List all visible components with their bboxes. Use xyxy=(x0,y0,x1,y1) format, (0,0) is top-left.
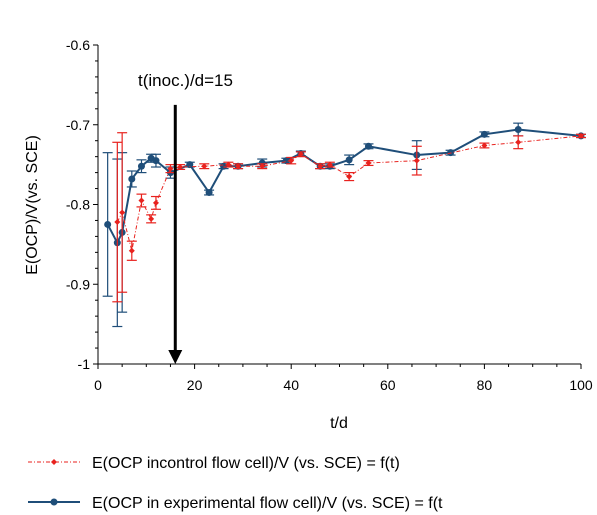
data-point xyxy=(201,163,208,170)
data-point xyxy=(186,161,194,169)
data-point xyxy=(225,161,232,168)
data-point xyxy=(114,219,121,226)
data-point xyxy=(177,164,184,171)
data-point xyxy=(481,142,488,149)
data-point xyxy=(326,161,333,168)
data-point xyxy=(235,163,242,170)
x-tick-label: 40 xyxy=(283,377,299,393)
data-point xyxy=(413,157,420,164)
data-point xyxy=(297,151,304,158)
x-tick-label: 60 xyxy=(380,377,396,393)
annotation: t(inoc.)/d=15 xyxy=(138,71,233,364)
data-point xyxy=(259,163,266,170)
y-axis-title: E(OCP)/V(vs. SCE) xyxy=(24,135,41,275)
x-tick-label: 20 xyxy=(187,377,203,393)
legend-marker xyxy=(51,459,57,465)
y-tick-label: -0.8 xyxy=(66,197,90,213)
data-point xyxy=(515,139,522,146)
x-tick-label: 0 xyxy=(94,377,102,393)
annotation-arrow-head xyxy=(168,350,183,364)
x-axis: 0 20 40 60 80 100 xyxy=(94,363,593,393)
legend-sample-experimental xyxy=(28,498,80,506)
series-line xyxy=(106,128,582,246)
y-axis: -0.6 -0.7 -0.8 -0.9 -1 xyxy=(66,37,99,372)
legend-sample-control xyxy=(28,459,80,465)
data-point xyxy=(137,162,145,170)
data-point xyxy=(480,130,488,138)
y-tick-label: -1 xyxy=(78,356,91,372)
data-point xyxy=(167,165,174,172)
series-line xyxy=(116,135,582,251)
legend-marker xyxy=(50,498,58,506)
data-point xyxy=(364,142,372,150)
data-point xyxy=(128,247,135,254)
data-point xyxy=(514,126,522,134)
data-point xyxy=(317,163,324,170)
data-point xyxy=(288,157,295,164)
x-axis-title: t/d xyxy=(330,415,348,432)
data-point xyxy=(119,209,126,216)
data-point xyxy=(205,189,213,197)
data-point xyxy=(220,162,228,170)
data-point xyxy=(152,157,160,165)
y-tick-label: -0.7 xyxy=(66,117,90,133)
y-tick-label: -0.9 xyxy=(66,276,90,292)
y-tick-label: -0.6 xyxy=(66,37,90,53)
data-point xyxy=(104,220,112,228)
annotation-text: t(inoc.)/d=15 xyxy=(138,71,233,90)
data-point xyxy=(365,160,372,167)
data-point xyxy=(152,199,159,206)
data-point xyxy=(138,197,145,204)
legend-label-experimental: E(OCP in experimental flow cell)/V (vs. … xyxy=(92,495,443,512)
data-point xyxy=(128,175,136,183)
x-tick-label: 80 xyxy=(477,377,493,393)
legend-item-experimental: E(OCP in experimental flow cell)/V (vs. … xyxy=(28,495,443,512)
x-tick-label: 100 xyxy=(569,377,593,393)
legend: E(OCP incontrol flow cell)/V (vs. SCE) =… xyxy=(28,455,443,512)
legend-item-control: E(OCP incontrol flow cell)/V (vs. SCE) =… xyxy=(28,455,400,472)
legend-label-control: E(OCP incontrol flow cell)/V (vs. SCE) =… xyxy=(92,455,400,472)
data-point xyxy=(258,159,266,167)
data-point xyxy=(148,215,155,222)
data-point xyxy=(346,173,353,180)
data-point xyxy=(578,132,584,139)
data-point xyxy=(345,156,353,164)
